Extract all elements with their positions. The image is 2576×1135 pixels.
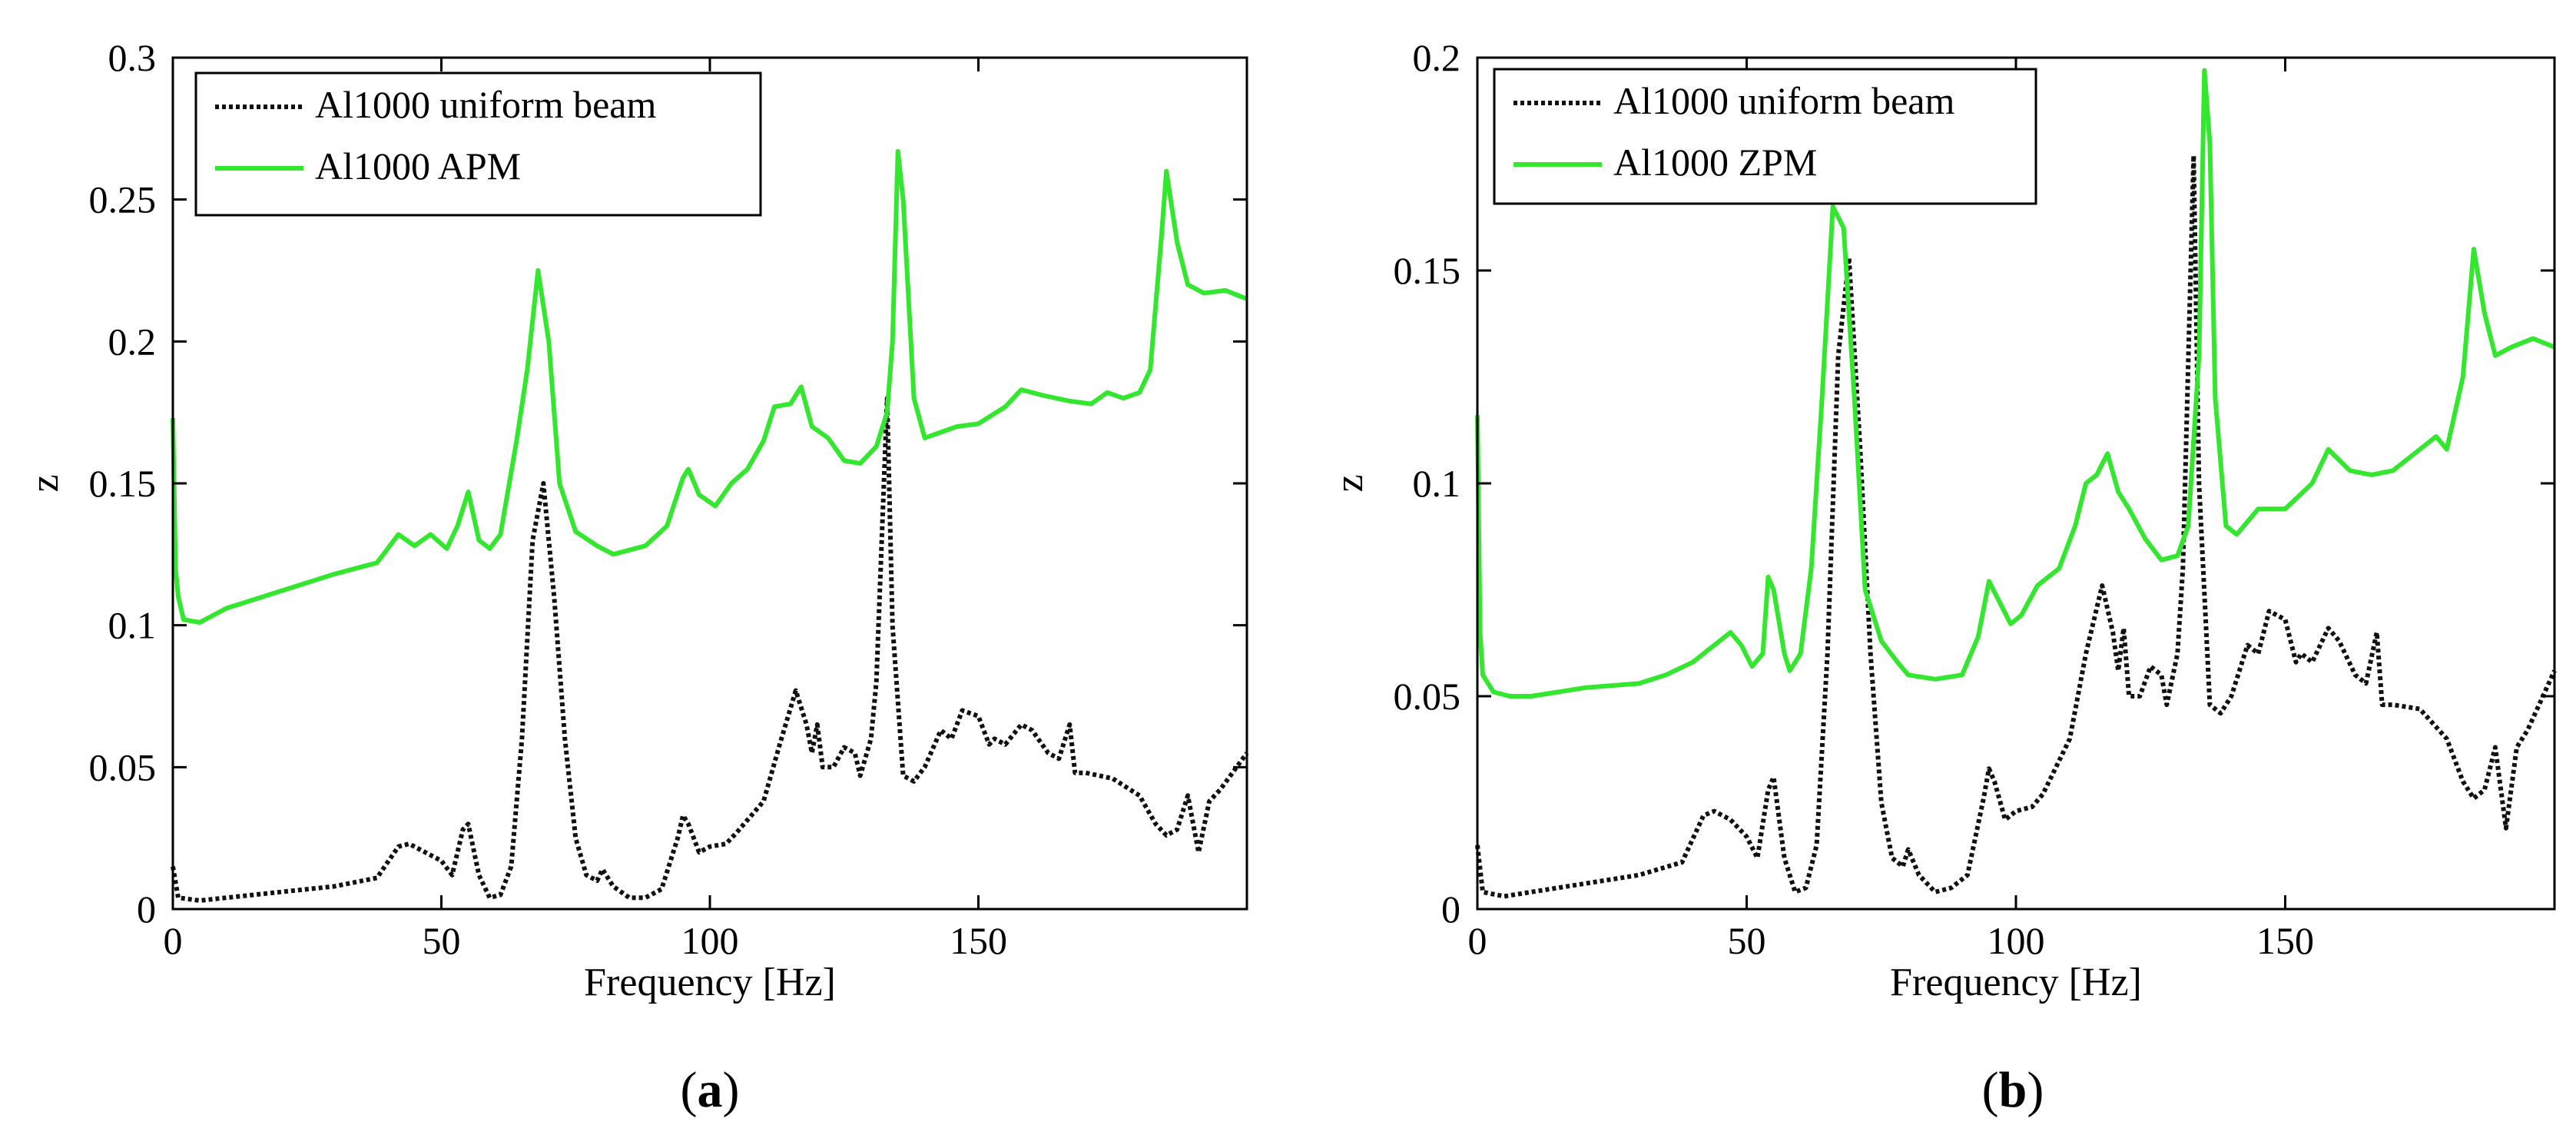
x-tick-label: 0: [1468, 919, 1487, 962]
y-axis-label: z: [1328, 474, 1371, 492]
legend: Al1000 uniform beam Al1000 APM: [194, 71, 762, 217]
x-tick-label: 0: [164, 919, 183, 962]
y-tick-label: 0: [137, 888, 156, 931]
x-tick-label: 150: [2256, 919, 2314, 962]
panel-label: (b): [1982, 1062, 2044, 1118]
x-axis-label: Frequency [Hz]: [1890, 961, 2142, 1004]
y-tick-label: 0.05: [1394, 675, 1461, 718]
series-line-pm: [171, 148, 1248, 625]
legend-box: [1493, 68, 2037, 205]
legend-entry-label: Al1000 uniform beam: [1613, 79, 1954, 122]
x-tick-label: 100: [681, 919, 739, 962]
y-tick-label: 0: [1441, 888, 1460, 931]
y-tick-label: 0.2: [108, 320, 157, 363]
panel-label: (a): [681, 1062, 740, 1118]
x-axis-label: Frequency [Hz]: [584, 961, 836, 1004]
y-tick-label: 0.1: [108, 604, 157, 647]
y-tick-label: 0.2: [1413, 36, 1461, 79]
series-line-pm: [1475, 68, 2556, 699]
legend-entry-label: Al1000 APM: [315, 144, 521, 188]
y-tick-label: 0.05: [89, 745, 157, 788]
legend-entry-label: Al1000 uniform beam: [315, 83, 656, 126]
y-tick-label: 0.15: [1394, 249, 1461, 292]
legend-box: [194, 71, 762, 217]
legend: Al1000 uniform beam Al1000 ZPM: [1493, 68, 2037, 205]
series-line-uniform-beam: [1475, 153, 2557, 899]
y-tick-label: 0.3: [108, 36, 157, 79]
x-tick-label: 100: [1988, 919, 2045, 962]
chart-panel-b: 0 50 100 150 0 0.05 0.1 0.15 0.2 Frequency [Hz] z A…: [1328, 36, 2557, 1118]
x-tick-label: 50: [423, 919, 461, 962]
y-tick-label: 0.15: [89, 462, 157, 505]
series-line-uniform-beam: [171, 396, 1249, 903]
y-tick-label: 0.1: [1413, 462, 1461, 505]
x-tick-label: 150: [950, 919, 1007, 962]
legend-entry-label: Al1000 ZPM: [1613, 141, 1817, 184]
chart-panel-a: 0 50 100 150 0 0.05 0.1 0.15 0.2 0.25 0.3 Frequency…: [23, 36, 1249, 1118]
x-tick-label: 50: [1728, 919, 1766, 962]
y-tick-label: 0.25: [89, 178, 157, 221]
y-axis-label: z: [23, 474, 67, 492]
